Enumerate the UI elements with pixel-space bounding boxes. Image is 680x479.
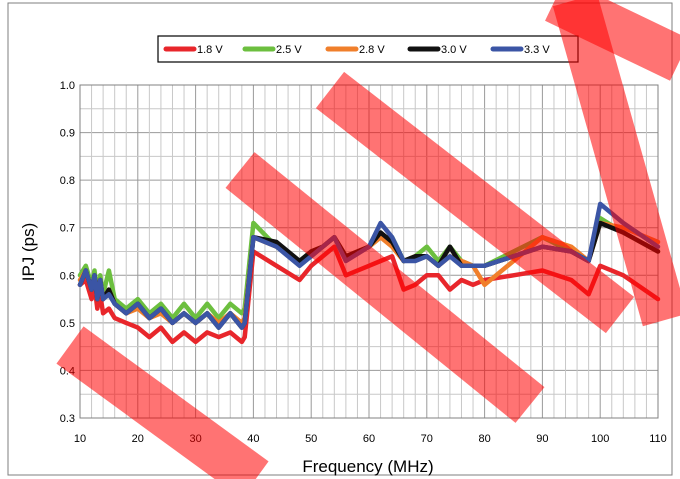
x-tick-label: 110 — [649, 433, 667, 445]
y-axis-label: IPJ (ps) — [19, 223, 38, 282]
legend-label: 3.3 V — [524, 44, 550, 56]
y-tick-label: 0.7 — [60, 223, 75, 235]
y-tick-label: 0.5 — [60, 318, 75, 330]
y-tick-label: 0.9 — [60, 128, 75, 140]
watermark-stroke — [56, 326, 269, 479]
x-tick-label: 10 — [74, 433, 86, 445]
x-axis-label: Frequency (MHz) — [302, 457, 433, 476]
figure-border — [7, 2, 673, 476]
series-line-33V — [77, 201, 661, 330]
y-tick-label: 1.0 — [60, 80, 75, 92]
x-tick-label: 100 — [591, 433, 609, 445]
legend-label: 2.8 V — [359, 44, 385, 56]
series-line-18V — [77, 244, 661, 345]
y-tick-label: 0.3 — [60, 413, 75, 425]
x-tick-label: 60 — [363, 433, 375, 445]
x-tick-label: 20 — [132, 433, 144, 445]
legend: 1.8 V 2.5 V 2.8 V 3.0 V 3.3 V — [157, 35, 579, 63]
watermark-stroke — [545, 0, 680, 81]
x-tick-label: 50 — [305, 433, 317, 445]
x-tick-label: 90 — [536, 433, 548, 445]
series-lines — [77, 201, 661, 345]
watermark-stroke — [552, 0, 680, 327]
y-tick-label: 0.6 — [60, 270, 75, 282]
x-tick-label: 40 — [247, 433, 259, 445]
x-tick-label: 80 — [478, 433, 490, 445]
legend-label: 1.8 V — [197, 44, 223, 56]
watermark-stroke — [315, 71, 635, 334]
legend-label: 3.0 V — [441, 44, 467, 56]
watermark-stroke — [225, 152, 545, 423]
watermark — [56, 0, 680, 479]
x-tick-label: 70 — [421, 433, 433, 445]
legend-label: 2.5 V — [276, 44, 302, 56]
y-tick-label: 0.8 — [60, 175, 75, 187]
y-tick-labels: 0.30.40.50.60.70.80.91.0 — [60, 80, 75, 425]
